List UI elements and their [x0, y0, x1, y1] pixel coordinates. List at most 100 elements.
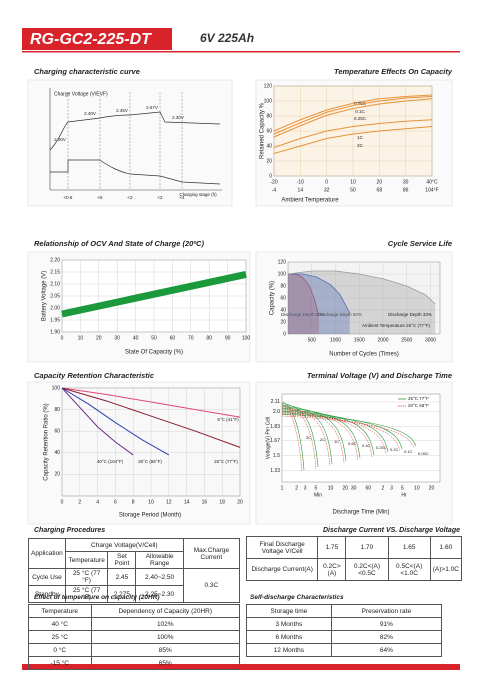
y-tick-label: 100 — [278, 271, 287, 277]
x-tick-label: 20 — [96, 335, 102, 341]
x-tick-label: 4 — [96, 499, 99, 505]
x-tick-label: 30 — [114, 335, 120, 341]
stage-label: <0.5 — [64, 195, 73, 200]
y-tick-label: 1.33 — [270, 468, 280, 474]
section-title: Terminal Voltage (V) and Discharge Time — [307, 371, 452, 380]
x-axis-label: Charging stage (h) — [179, 192, 217, 197]
curve — [281, 408, 345, 464]
y-tick-label: 2.0 — [273, 409, 280, 415]
series-line — [273, 94, 433, 132]
section-title: Charging characteristic curve — [34, 67, 140, 76]
y-tick-label: 20 — [266, 158, 272, 164]
cell: 0 °C — [28, 643, 92, 657]
cell: Standby — [28, 585, 66, 603]
series-line — [61, 387, 241, 418]
section-title: Temperature Effects On Capacity — [334, 67, 453, 76]
cell: 102% — [90, 617, 240, 631]
x-tick-label: 50 — [151, 335, 157, 341]
curve — [281, 409, 375, 456]
x-tick-label: 20 — [377, 179, 383, 185]
voltage-label: 2.45V — [116, 108, 128, 113]
x-tick-label: 60 — [366, 485, 372, 491]
y-tick-label: 1.83 — [270, 424, 280, 430]
series-label: 5°C (41°F) — [217, 417, 239, 422]
y-tick-label: 40 — [280, 307, 286, 313]
series-label: Discharge Depth 50% — [318, 312, 362, 317]
cell: Application — [28, 538, 66, 569]
curve — [281, 414, 401, 452]
temperature-table: Temperature Dependency of Capacity (20HR)… — [28, 604, 240, 670]
x-tick-label: -10 — [297, 179, 304, 185]
unit: Hr — [401, 492, 407, 498]
x-tick-label: 14 — [184, 499, 190, 505]
x-tick-label: 18 — [219, 499, 225, 505]
y-axis-label: Capacity Retention Ratio (%) — [44, 403, 50, 480]
cell: 1.70 — [345, 536, 389, 559]
x-tick-label: 16 — [202, 499, 208, 505]
cell: 1.60 — [429, 536, 463, 559]
curve — [281, 411, 373, 458]
x-tick-label: 5 — [401, 485, 404, 491]
x-tick-label: 10 — [328, 485, 334, 491]
x-tick-label: 70 — [188, 335, 194, 341]
y-tick-label: 2.10 — [50, 281, 60, 287]
curve-label: 0.25C — [376, 445, 387, 450]
y-tick-label: 100 — [264, 98, 273, 104]
x-tick-label: 86 — [403, 187, 409, 193]
cell: Cycle Use — [28, 568, 66, 586]
y-tick-label: 2.05 — [50, 293, 60, 299]
series-label: 0.25C — [354, 116, 367, 121]
table-title: Self-discharge Characteristics — [250, 594, 344, 601]
curve-label: 2C — [320, 437, 325, 442]
model-box — [22, 28, 172, 50]
series-line — [288, 273, 351, 314]
x-tick-label: 2 — [78, 499, 81, 505]
plot-area — [281, 393, 441, 483]
series-label: 0.1C — [355, 109, 365, 114]
x-tick-label: 12 — [166, 499, 172, 505]
curve — [281, 401, 305, 471]
charging-table: Application Charge Voltage(V/Cell) Max.Cha… — [28, 538, 241, 603]
cell: Preservation rate — [330, 604, 443, 618]
note: Ambient Temperature 25°C (77°F) — [362, 323, 431, 328]
series-line — [287, 270, 436, 305]
x-tick-label: 5 — [315, 485, 318, 491]
rule — [22, 51, 460, 53]
axis-label: Charge Voltage (V/EVF) — [54, 91, 108, 97]
cell: Dependency of Capacity (20HR) — [90, 604, 240, 618]
y-tick-label: 80 — [54, 407, 60, 413]
cell: 0.5C<(A)<1.0C — [387, 558, 431, 581]
x-tick-label: 1 — [281, 485, 284, 491]
x-tick-label: 60 — [170, 335, 176, 341]
series-line — [61, 387, 241, 448]
cell: Set Point — [107, 551, 137, 569]
y-tick-label: 1.67 — [270, 438, 280, 444]
cell: -15 °C — [28, 656, 92, 670]
cell: 0.3C — [182, 568, 241, 603]
x-axis-label: Ambient Temperature — [281, 198, 339, 204]
table-title: Effect of temperature on capacity (20HR) — [34, 594, 160, 601]
section-title: Relationship of OCV And State of Charge … — [34, 239, 204, 248]
y-tick-label: 60 — [54, 429, 60, 435]
x-tick-label: 2500 — [401, 337, 412, 343]
cell: 25 °C (77 °F) — [64, 568, 109, 586]
y-tick-label: 1.5 — [273, 453, 280, 459]
y-axis-label: Retained Capacity % — [260, 102, 266, 159]
x-tick-label: -20 — [270, 179, 277, 185]
model: RG-GC2-225-DT — [30, 31, 152, 48]
self-discharge-table: Storage time Preservation rate 3 Months 91%… — [246, 604, 443, 657]
y-tick-label: 20 — [280, 319, 286, 325]
x-tick-label: 100 — [242, 335, 251, 341]
voltage-label: 2.40V — [84, 111, 96, 116]
cell: 82% — [330, 630, 443, 644]
voltage-label: 2.00V — [54, 137, 66, 142]
curve-label: 3C — [306, 435, 311, 440]
cell: Allowable Range — [135, 551, 184, 569]
cell: Charge Voltage(V/Cell) — [64, 538, 184, 552]
cell: 0.2C>(A) — [317, 558, 347, 581]
x-tick-label: 10 — [148, 499, 154, 505]
x-tick-label: -4 — [272, 187, 277, 193]
x-tick-label: 14 — [298, 187, 304, 193]
x-tick-label: 8 — [132, 499, 135, 505]
x-tick-label: 500 — [308, 337, 317, 343]
